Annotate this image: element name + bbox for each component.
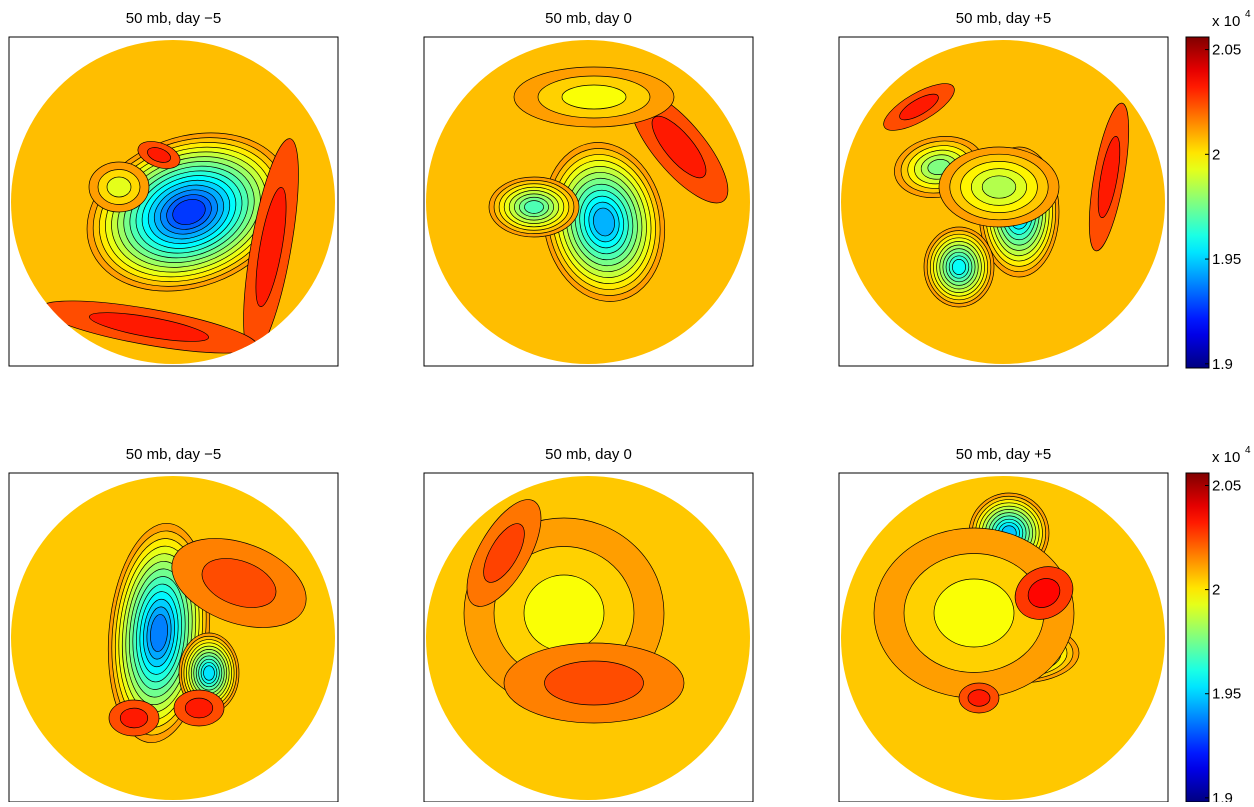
contour [967, 689, 991, 707]
axes-box [423, 36, 754, 367]
contour [1097, 136, 1121, 218]
multiplier: x 10 [1212, 449, 1240, 466]
contour [523, 574, 605, 652]
contour [524, 200, 544, 214]
multiplier: x 10 [1212, 13, 1240, 30]
contours [883, 83, 1130, 308]
contour [1027, 578, 1061, 608]
contour [951, 259, 966, 275]
y-tick-label: 1.9 [1212, 356, 1233, 373]
contours [488, 66, 729, 302]
contour [483, 523, 525, 583]
contour [184, 697, 214, 719]
contour [651, 115, 707, 179]
contour [255, 187, 287, 307]
panel-title: 50 mb, day 0 [545, 10, 632, 27]
contour [150, 614, 168, 652]
panel [426, 40, 750, 364]
contour [203, 665, 215, 681]
contours [107, 522, 307, 744]
contour [933, 578, 1015, 648]
contour [981, 175, 1017, 199]
y-tick-label: 2 [1212, 582, 1220, 599]
multiplier-exponent: 4 [1245, 445, 1251, 456]
y-tick-label: 2.05 [1212, 477, 1241, 494]
panel-title: 50 mb, day −5 [126, 446, 221, 463]
contour [172, 198, 206, 226]
colorbar [1185, 472, 1210, 803]
panel [11, 476, 335, 800]
panel-title: 50 mb, day 0 [545, 446, 632, 463]
axes-box [8, 36, 339, 367]
panel [11, 40, 335, 364]
colorbar [1185, 36, 1210, 369]
contours [463, 499, 685, 724]
contours [873, 492, 1080, 714]
y-tick-label: 1.95 [1212, 251, 1241, 268]
panel-title: 50 mb, day −5 [126, 10, 221, 27]
y-tick-label: 1.9 [1212, 790, 1233, 802]
panel [426, 476, 750, 800]
y-tick-label: 2 [1212, 146, 1220, 163]
contour [544, 660, 644, 706]
axes-box [838, 36, 1169, 367]
y-tick-label: 1.95 [1212, 686, 1241, 703]
contour [119, 707, 149, 729]
contour [561, 84, 627, 110]
contour [147, 147, 171, 163]
contour [593, 207, 615, 237]
y-tick-label: 2.05 [1212, 42, 1241, 59]
contour [106, 176, 132, 198]
panel [841, 40, 1165, 364]
contour [89, 312, 209, 342]
multiplier-exponent: 4 [1245, 9, 1251, 20]
panel [841, 476, 1165, 800]
contour [899, 93, 939, 121]
contour [201, 558, 277, 608]
panel-title: 50 mb, day +5 [956, 10, 1051, 27]
panel-title: 50 mb, day +5 [956, 446, 1051, 463]
contours [40, 132, 299, 356]
